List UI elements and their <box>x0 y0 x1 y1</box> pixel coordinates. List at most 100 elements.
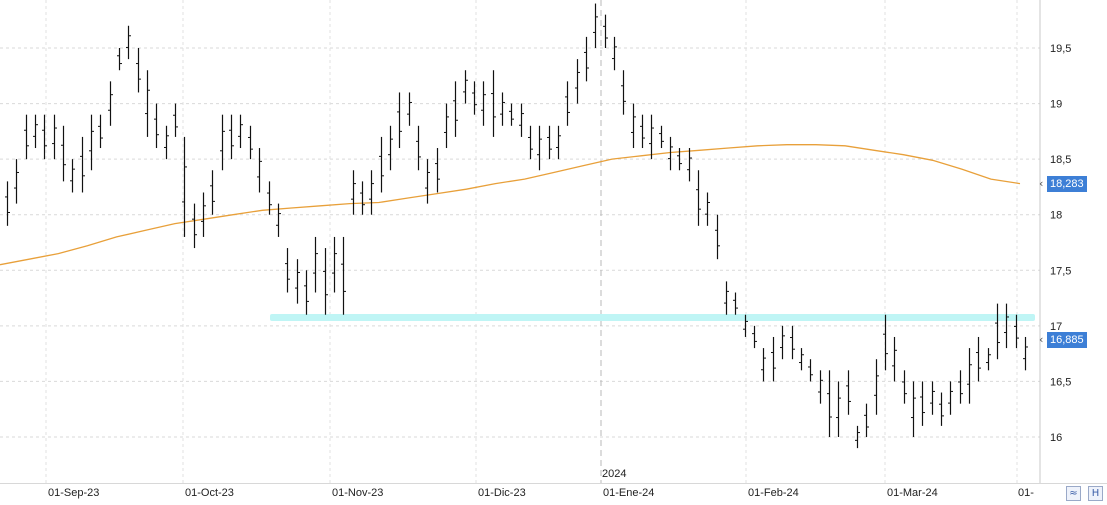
ohlc-bar <box>519 103 524 137</box>
x-tick-label: 01-Ene-24 <box>603 487 655 499</box>
x-tick-label: 01-Oct-23 <box>185 487 234 499</box>
ohlc-bar <box>874 359 879 415</box>
ohlc-bar <box>407 92 412 126</box>
ohlc-bar <box>481 81 486 126</box>
ohlc-bar <box>52 114 57 160</box>
y-tick-label: 18,5 <box>1050 154 1071 166</box>
ohlc-bar <box>771 336 776 382</box>
ohlc-bar <box>677 148 682 171</box>
ohlc-bar <box>351 170 356 215</box>
price-value-label: 16,885 <box>1047 332 1087 348</box>
ohlc-bar <box>425 159 430 204</box>
ohlc-bar <box>790 325 795 360</box>
ohlc-bar <box>42 114 47 160</box>
ohlc-bar <box>397 92 402 149</box>
ohlc-bar <box>33 114 38 149</box>
ohlc-bar <box>416 125 421 171</box>
ohlc-bar <box>313 236 318 293</box>
ohlc-bar <box>472 81 477 115</box>
moving-average-series <box>0 144 1021 266</box>
y-tick-label: 16 <box>1050 432 1062 444</box>
ohlc-bar <box>435 148 440 193</box>
ohlc-bar <box>761 348 766 382</box>
support-zone <box>270 313 1035 321</box>
ohlc-bar <box>846 370 851 415</box>
moving-average-line <box>0 144 1021 266</box>
ohlc-bar <box>136 48 141 93</box>
ohlc-bar <box>958 370 963 404</box>
ohlc-bar <box>687 148 692 182</box>
ohlc-bar <box>631 103 636 149</box>
save-button[interactable]: H <box>1088 486 1103 501</box>
ohlc-bar <box>248 125 253 160</box>
chart-type-button[interactable]: ≈ <box>1066 486 1081 501</box>
ohlc-bar <box>453 81 458 137</box>
value-pointer-icon: ‹ <box>1039 177 1044 190</box>
ohlc-bar <box>1023 336 1028 371</box>
ohlc-bar <box>920 381 925 426</box>
ohlc-bar <box>257 148 262 193</box>
ohlc-bar <box>836 381 841 437</box>
ohlc-bar <box>285 248 290 293</box>
ohlc-bar <box>332 236 337 293</box>
ohlc-bar <box>584 36 589 82</box>
ohlc-bars <box>5 3 1028 449</box>
x-tick-label: 01-Sep-23 <box>48 487 100 499</box>
ohlc-bar <box>201 192 206 237</box>
y-tick-label: 17,5 <box>1050 265 1071 277</box>
ohlc-bar <box>304 270 309 315</box>
ohlc-bar <box>743 314 748 337</box>
ohlc-bar <box>537 125 542 171</box>
ohlc-bar <box>911 381 916 437</box>
y-tick-label: 18 <box>1050 210 1062 222</box>
ohlc-bar <box>145 70 150 137</box>
ohlc-bar <box>89 114 94 171</box>
ohlc-bar <box>70 159 75 193</box>
ohlc-bar <box>14 159 19 204</box>
ohlc-bar <box>117 48 122 71</box>
ohlc-bar <box>500 92 505 126</box>
ohlc-bar <box>556 125 561 160</box>
ohlc-bar <box>799 348 804 371</box>
ohlc-bar <box>1014 314 1019 349</box>
ohlc-bar <box>649 114 654 160</box>
ohlc-bar <box>98 114 103 149</box>
ohlc-bar <box>154 103 159 149</box>
ohlc-bar <box>855 425 860 449</box>
ohlc-bar <box>715 214 720 260</box>
ohlc-bar <box>80 136 85 193</box>
ohlc-bar <box>939 392 944 426</box>
ohlc-bar <box>509 103 514 126</box>
ma-value-label: 18,283 <box>1047 176 1087 192</box>
x-tick-label: 01- <box>1018 487 1034 499</box>
ohlc-bar <box>640 114 645 149</box>
ohlc-bar <box>164 125 169 160</box>
chart-grid <box>0 0 1040 489</box>
ohlc-bar <box>276 203 281 237</box>
ohlc-bar <box>388 125 393 171</box>
ohlc-bar <box>818 370 823 404</box>
ohlc-bar <box>705 192 710 226</box>
ohlc-bar <box>547 125 552 160</box>
ohlc-bar <box>220 114 225 171</box>
y-tick-label: 17 <box>1050 321 1062 333</box>
y-tick-label: 19,5 <box>1050 43 1071 55</box>
ohlc-bar <box>902 370 907 404</box>
ohlc-bar <box>986 348 991 371</box>
ohlc-bar <box>976 336 981 382</box>
ohlc-bar <box>575 59 580 104</box>
x-axis-bar <box>0 483 1107 505</box>
ohlc-bar <box>192 203 197 249</box>
ohlc-bar <box>108 81 113 126</box>
ohlc-bar <box>995 303 1000 360</box>
ohlc-bar <box>659 125 664 149</box>
ohlc-bar <box>565 81 570 126</box>
ohlc-bar <box>182 136 187 237</box>
ohlc-bar <box>612 36 617 71</box>
ohlc-bar <box>930 381 935 415</box>
ohlc-bar <box>752 325 757 349</box>
ohlc-bar <box>229 114 234 160</box>
ohlc-bar <box>724 281 729 315</box>
x-tick-label: 01-Feb-24 <box>748 487 799 499</box>
